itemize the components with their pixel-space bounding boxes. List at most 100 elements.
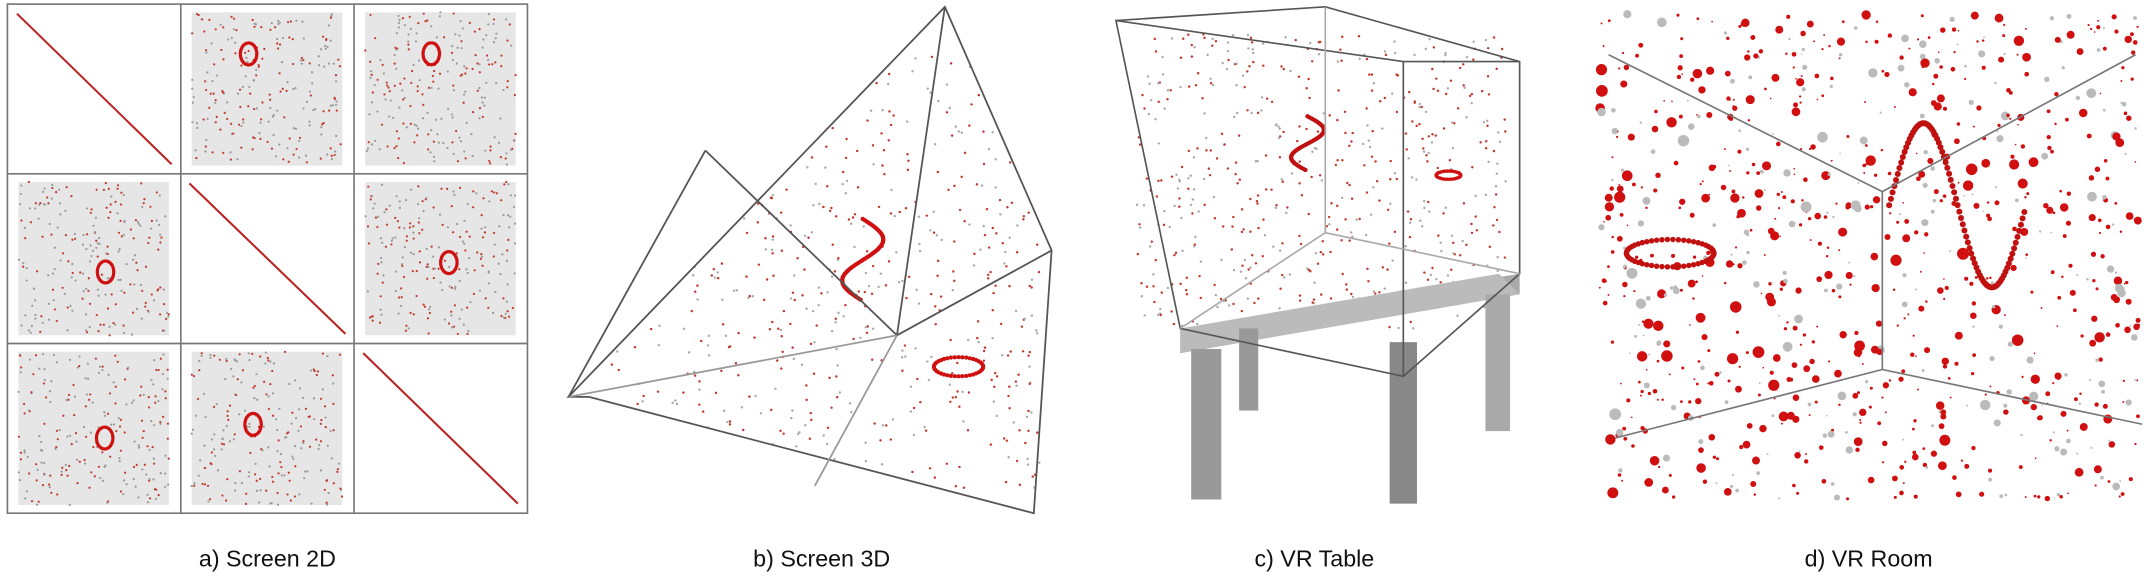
point (1196, 147, 1199, 150)
point (1825, 414, 1828, 417)
point (1496, 269, 1499, 273)
point (1798, 95, 1802, 98)
point (426, 263, 429, 266)
point (262, 425, 265, 428)
point (1309, 41, 1312, 45)
point (1008, 161, 1012, 164)
point (500, 199, 503, 202)
cell-background (191, 12, 343, 166)
point (301, 20, 304, 23)
point (1706, 250, 1711, 255)
point (1431, 266, 1434, 270)
point (2046, 134, 2051, 140)
point (276, 491, 279, 495)
point (117, 278, 120, 282)
point (324, 416, 327, 419)
point (1919, 53, 1926, 60)
point (427, 308, 431, 311)
point (757, 263, 761, 266)
point (1952, 475, 1957, 480)
point (43, 462, 46, 465)
point (1435, 77, 1438, 80)
point (99, 323, 102, 326)
point (380, 123, 384, 126)
point (1346, 181, 1349, 185)
point (1934, 58, 1940, 64)
point (195, 414, 198, 417)
point (1943, 278, 1945, 280)
point (1856, 391, 1861, 395)
point (1712, 223, 1717, 228)
point (122, 233, 125, 236)
point (803, 234, 807, 238)
point (1779, 287, 1783, 291)
point (1471, 166, 1474, 169)
point (1922, 447, 1926, 450)
point (19, 366, 23, 369)
point (1163, 107, 1166, 110)
point (450, 326, 454, 329)
point (378, 148, 381, 151)
point (1615, 429, 1624, 437)
cube-outline (566, 5, 1053, 515)
point (2133, 16, 2137, 20)
point (213, 63, 216, 66)
point (376, 78, 379, 81)
point (1742, 440, 1751, 449)
point (1726, 353, 1739, 365)
point (116, 360, 119, 363)
point (270, 22, 273, 25)
point (1336, 60, 1340, 63)
point (2114, 283, 2124, 293)
point (1462, 63, 1465, 66)
point (82, 233, 85, 237)
point (850, 410, 853, 414)
point (1364, 233, 1368, 237)
point (1009, 350, 1012, 353)
point (319, 157, 322, 160)
point (132, 477, 135, 481)
point (478, 107, 482, 110)
point (1239, 270, 1243, 274)
point (24, 497, 27, 500)
point (487, 282, 490, 285)
point (322, 35, 325, 38)
point (948, 383, 952, 386)
point (1755, 205, 1762, 211)
point (1321, 253, 1325, 256)
point (112, 423, 116, 426)
point (716, 276, 720, 280)
point (1145, 285, 1149, 288)
point (1148, 82, 1151, 85)
point (1924, 232, 1929, 237)
point (1736, 214, 1740, 219)
point (1782, 341, 1793, 352)
point (1190, 43, 1193, 47)
point (2136, 379, 2139, 382)
point (1447, 177, 1452, 182)
point (945, 373, 950, 378)
point (963, 220, 966, 223)
point (337, 462, 341, 465)
point (495, 81, 498, 85)
point (240, 482, 243, 485)
point (234, 52, 237, 55)
point (2014, 143, 2017, 146)
point (24, 237, 27, 240)
point (85, 435, 88, 438)
point (764, 248, 768, 251)
point (409, 104, 412, 108)
point (1939, 434, 1951, 446)
point (55, 319, 58, 323)
point (19, 192, 22, 196)
point (209, 353, 212, 357)
point (1781, 422, 1783, 425)
point (1368, 73, 1371, 76)
point (1187, 85, 1191, 88)
point (1630, 416, 1633, 419)
point (1322, 112, 1326, 115)
point (410, 81, 413, 85)
point (106, 277, 109, 280)
point (432, 255, 435, 258)
point (150, 420, 153, 423)
